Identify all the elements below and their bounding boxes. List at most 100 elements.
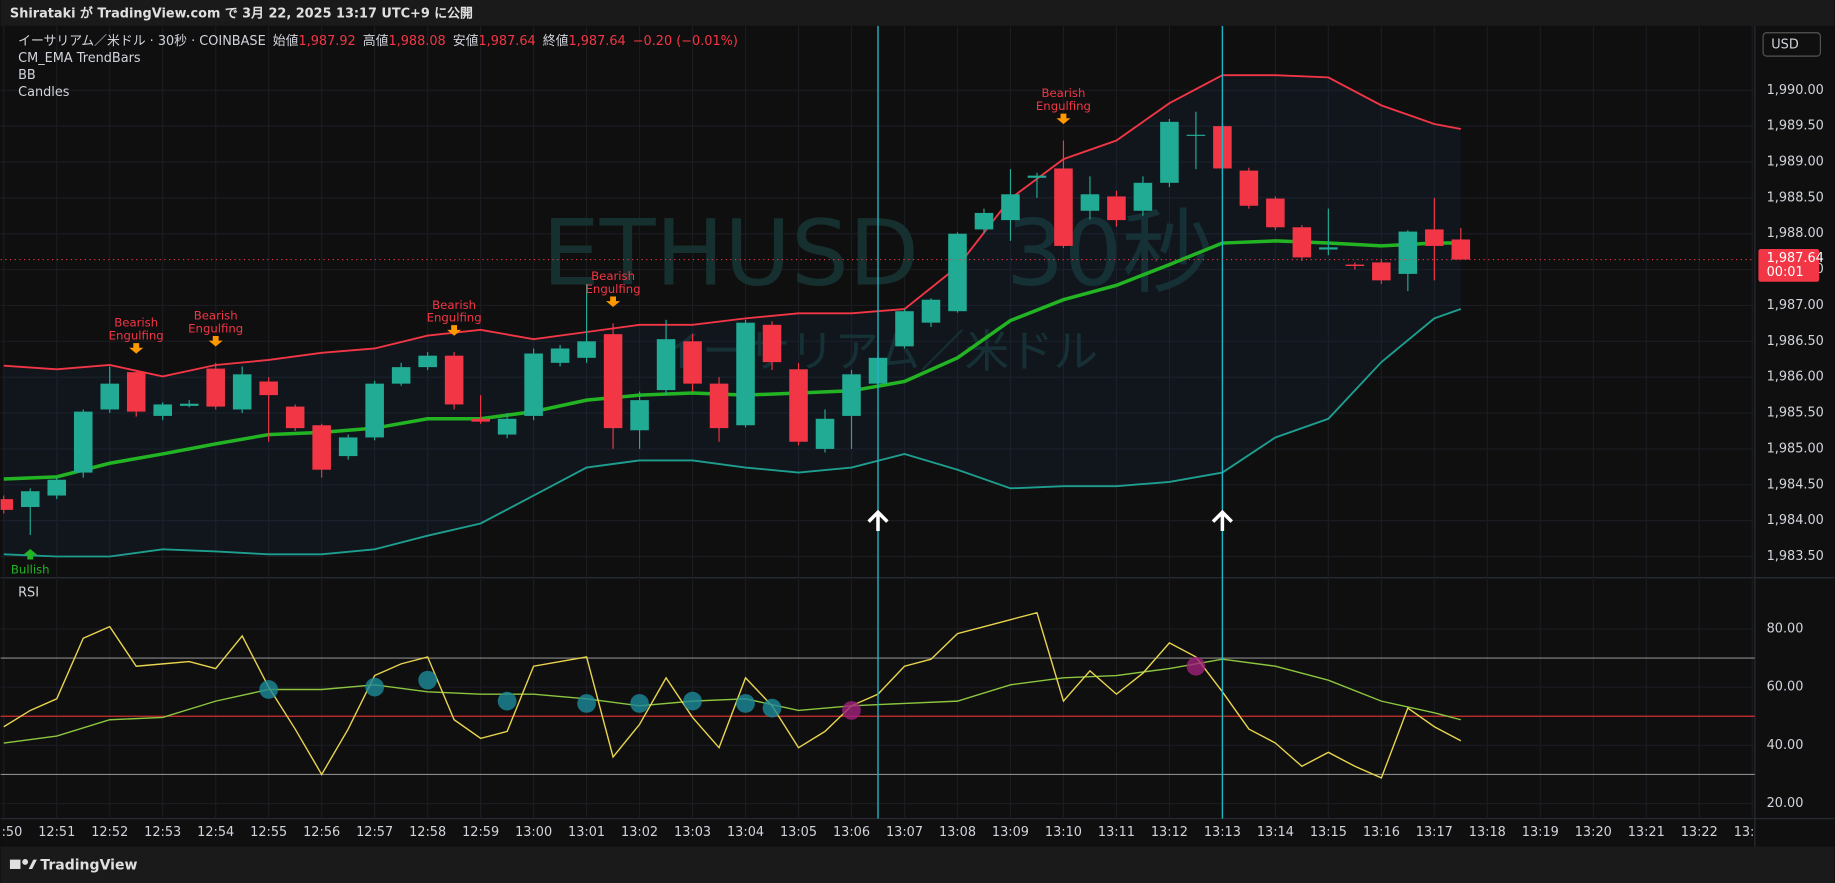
x-tick-label: 13:21 <box>1628 825 1665 840</box>
y-tick-label: 1,988.50 <box>1767 190 1824 205</box>
annotation-text: Bearish <box>114 316 158 330</box>
signal-arrow <box>23 549 38 560</box>
candle-body <box>524 353 543 416</box>
currency-label: USD <box>1771 38 1799 53</box>
x-tick-label: 13:03 <box>674 825 711 840</box>
x-tick-label: 13:20 <box>1575 825 1612 840</box>
plot-area: ETHUSD · 30秒イーサリアム／米ドルBullishBearishEngu… <box>0 25 1755 819</box>
y-tick-label: 1,984.00 <box>1767 513 1824 528</box>
annotation-text: Bearish <box>194 309 238 323</box>
x-tick-label: 13:08 <box>939 825 976 840</box>
candle-body <box>709 383 729 429</box>
x-tick-label: 13:23 <box>1734 825 1771 840</box>
candle-body <box>259 381 278 396</box>
annotation-text: Engulfing <box>109 329 164 343</box>
y-tick-label: 1,984.50 <box>1767 477 1824 492</box>
footer-bar <box>0 846 1835 883</box>
y-tick-label: 1,983.50 <box>1767 549 1824 564</box>
signal-arrow <box>129 343 144 354</box>
signal-dot <box>1186 656 1206 676</box>
y-tick-label: 1,989.50 <box>1767 119 1824 134</box>
x-tick-label: 12:52 <box>91 825 128 840</box>
annotation-text: Engulfing <box>427 311 482 325</box>
x-tick-label: 13:01 <box>568 825 605 840</box>
candle-body <box>126 372 146 412</box>
x-tick-label: 13:19 <box>1522 825 1559 840</box>
candle-body <box>100 383 120 410</box>
x-tick-label: 13:04 <box>727 825 764 840</box>
candle-body <box>1080 194 1100 211</box>
candle-body <box>683 341 702 384</box>
y-tick-label: 1,986.00 <box>1767 370 1824 385</box>
y-tick-label: 80.00 <box>1767 621 1804 636</box>
x-tick-label: 13:09 <box>992 825 1029 840</box>
x-tick-label: 13:06 <box>833 825 870 840</box>
x-tick-label: 12:59 <box>462 825 499 840</box>
candle-body <box>1133 182 1153 211</box>
x-tick-label: 13:05 <box>780 825 817 840</box>
y-tick-label: 1,990.00 <box>1767 83 1824 98</box>
annotation-text: Bearish <box>432 298 476 312</box>
legend-line: イーサリアム／米ドル · 30秒 · COINBASE 始値1,987.92 高値1… <box>18 32 738 48</box>
signal-dot <box>842 701 861 720</box>
candle-body <box>1054 168 1073 246</box>
candle-body <box>974 212 994 230</box>
candle-body <box>948 233 967 312</box>
x-tick-label: 12:54 <box>197 825 234 840</box>
footer-logo <box>9 859 37 869</box>
candle-body <box>1160 121 1179 183</box>
rsi-title: RSI <box>18 585 39 600</box>
x-tick-label: 12:57 <box>356 825 393 840</box>
annotation-text: Engulfing <box>586 282 641 296</box>
signal-arrow <box>606 296 621 308</box>
y-tick-label: 1,986.50 <box>1767 334 1824 349</box>
signal-dot <box>577 694 596 713</box>
annotation-text: Engulfing <box>1036 99 1091 113</box>
ohlc-name: 高値 <box>363 32 389 48</box>
signal-dot <box>418 670 437 690</box>
candle-body <box>550 348 570 363</box>
indicator-name: CM_EMA TrendBars <box>18 51 141 66</box>
ohlc-value: 1,987.92 <box>298 33 355 48</box>
candle-body <box>153 404 172 416</box>
x-tick-label: 13:10 <box>1045 825 1082 840</box>
candle-body <box>1345 264 1365 267</box>
signal-arrow <box>208 335 223 347</box>
x-tick-label: 12:53 <box>144 825 181 840</box>
ohlc-name: 始値 <box>273 32 299 48</box>
x-tick-label: 13:02 <box>621 825 658 840</box>
y-tick-label: 1,988.00 <box>1767 226 1824 241</box>
candle-body <box>1266 198 1285 228</box>
signal-dot <box>630 694 649 713</box>
up-arrow <box>867 509 889 531</box>
candle-body <box>232 374 252 410</box>
candle-body <box>497 418 517 435</box>
ohlc-value: 1,988.08 <box>388 33 445 48</box>
annotation-text: Bullish <box>11 563 50 577</box>
candle-body <box>577 341 596 358</box>
candle-body <box>762 324 782 363</box>
x-tick-label: 13:07 <box>886 825 923 840</box>
time-axis: 12:50 12:51 12:52 12:53 12:54 12:55 12:56 12:57… <box>0 825 1771 840</box>
x-tick-label: 12:58 <box>409 825 446 840</box>
currency-button[interactable] <box>1762 32 1821 57</box>
candle-body <box>179 403 199 406</box>
candle-body <box>206 368 225 407</box>
x-tick-label: 12:50 <box>0 825 22 840</box>
ohlc-name: 安値 <box>453 32 479 48</box>
indicator-name: BB <box>18 68 36 83</box>
indicator-name: Candles <box>18 85 70 100</box>
candle-body <box>471 418 490 422</box>
signal-dot <box>683 691 702 711</box>
change: −0.20 (−0.01%) <box>633 33 738 48</box>
last-price-box <box>1758 249 1820 282</box>
x-tick-label: 12:55 <box>250 825 287 840</box>
published-line: Shirataki が TradingView.com で 3月 22, 202… <box>10 6 473 22</box>
y-tick-label: 40.00 <box>1767 738 1804 753</box>
candle-body <box>444 355 464 405</box>
candle-body <box>285 406 305 429</box>
candle-body <box>630 400 649 431</box>
